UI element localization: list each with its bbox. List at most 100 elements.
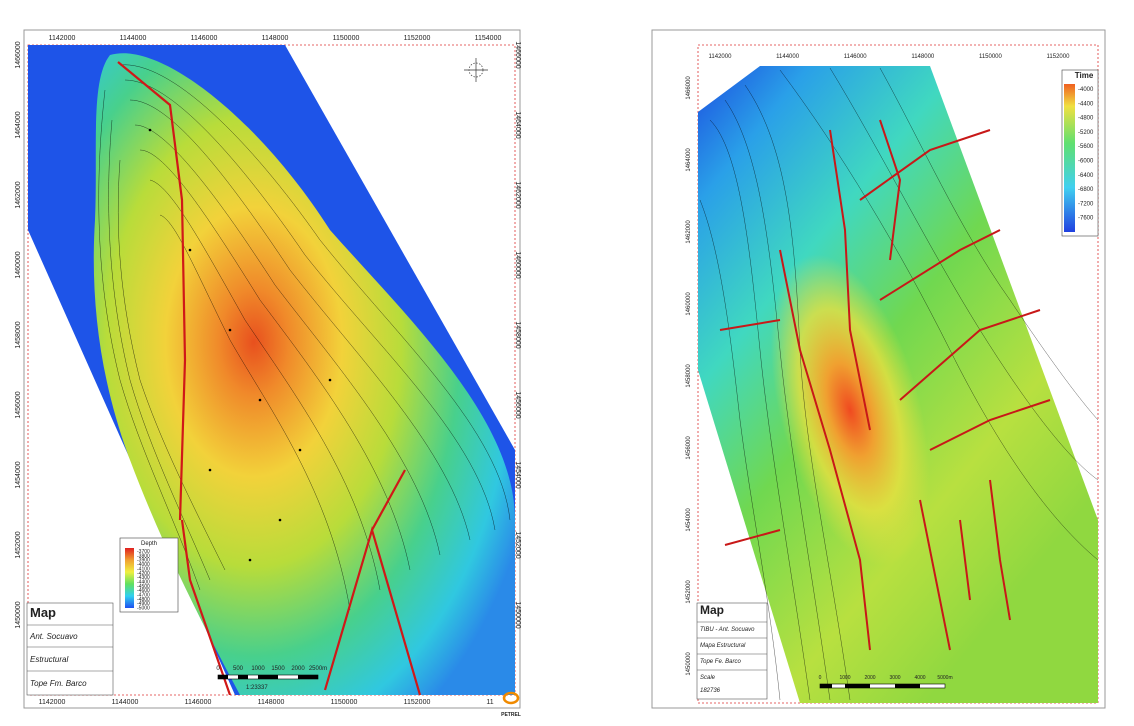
legend-label: -7600 [1078, 216, 1094, 222]
scale-label: 1500 [271, 666, 285, 672]
title-block-text: Mapa Estructural [700, 643, 746, 649]
scale-label: 500 [233, 666, 244, 672]
y-tick-label: 1460000 [686, 292, 692, 316]
title-block [26, 602, 114, 696]
x-tick-label: 1152000 [404, 35, 431, 42]
x-tick-label: 1142000 [49, 35, 76, 42]
x-tick-label: 1146000 [191, 35, 218, 42]
legend-label: -4800 [137, 597, 150, 603]
y-tick-label: 1450000 [15, 601, 22, 628]
contours [98, 64, 511, 611]
legend-label: -4000 [1078, 87, 1094, 93]
legend-label: -4600 [137, 588, 150, 594]
title-block-text: Ant. Socuavo [29, 632, 78, 641]
frame [651, 29, 1106, 709]
y-tick-label: 1458000 [686, 364, 692, 388]
title-block-text: TIBU - Ant. Socuavo [700, 627, 755, 633]
legend-label: -4200 [137, 571, 150, 577]
scale-label: 0 [216, 666, 220, 672]
scale-labels: 0 1000 2000 3000 4000 5000m [819, 675, 953, 681]
faults [719, 119, 1051, 651]
legend-label: -4700 [137, 593, 150, 599]
title-block-texts: Map Ant. Socuavo Estructural Tope Fm. Barco [29, 605, 87, 688]
legend-colorbar [1064, 84, 1075, 232]
scale-label: 1000 [839, 675, 850, 681]
title-block [696, 602, 768, 700]
scale-label: 3000 [889, 675, 900, 681]
x-tick-label: 1154000 [475, 35, 502, 42]
legend-label: -5600 [1078, 144, 1094, 150]
scale-labels: 0 500 1000 1500 2000 2500m [216, 666, 327, 672]
logo: PETREL [501, 712, 521, 718]
legend-label: -3900 [137, 558, 150, 564]
legend-label: -4400 [1078, 101, 1094, 107]
x-tick-label: 1142000 [709, 54, 733, 60]
legend-label: -3700 [137, 549, 150, 555]
legend-label: -4400 [137, 579, 150, 585]
x-axis-top: 1142000 1144000 1146000 1148000 1150000 11520… [709, 54, 1071, 60]
title-block-text: Map [30, 605, 56, 620]
legend-label: -4300 [137, 575, 150, 581]
logo-mark [502, 691, 520, 705]
x-tick-label: 1150000 [331, 699, 358, 706]
legend-colorbar [125, 548, 134, 608]
legend-labels: -4000 -4400 -4800 -5200 -5600 -6000 -6400 -6800… [1078, 87, 1094, 222]
scale-label: 5000m [937, 675, 952, 681]
y-tick-label: 1464000 [15, 111, 22, 138]
legend-title: Depth [141, 541, 157, 547]
high [770, 254, 930, 566]
right-map: 1142000 1144000 1146000 1148000 1150000 11520… [651, 29, 1106, 709]
y-tick-label: 1454000 [686, 508, 692, 532]
x-tick-label: 1150000 [979, 54, 1003, 60]
y-tick-label: 1462000 [15, 181, 22, 208]
y-tick-label: 1464000 [686, 148, 692, 172]
legend-label: -6800 [1078, 187, 1094, 193]
legend-label: -4800 [1078, 116, 1094, 122]
scale-bar [819, 683, 946, 689]
y-tick-label: 1466000 [686, 76, 692, 100]
y-tick-label: 1458000 [15, 321, 22, 348]
legend-label: -4100 [137, 566, 150, 572]
scale-label: 4000 [914, 675, 925, 681]
scale-label: 2500m [309, 666, 327, 672]
x-tick-label: 1148000 [262, 35, 289, 42]
title-block-texts: Map TIBU - Ant. Socuavo Mapa Estructural To… [700, 603, 755, 694]
scale-label: 2000 [864, 675, 875, 681]
x-tick-label: 1144000 [120, 35, 147, 42]
scale-label: 1000 [251, 666, 265, 672]
y-axis-left: 1466000 1464000 1462000 1460000 1458000 14560… [686, 76, 692, 676]
wells [148, 128, 332, 562]
structure [93, 53, 515, 695]
y-tick-label: 1460000 [514, 251, 521, 278]
x-tick-label: 1146000 [844, 54, 868, 60]
title-block-text: Tope Fe. Barco [700, 659, 741, 665]
legend-label: -6400 [1078, 173, 1094, 179]
y-tick-label: 1452000 [15, 531, 22, 558]
y-tick-label: 1466000 [514, 41, 521, 68]
title-block-text: Scale [700, 675, 716, 681]
y-tick-label: 1452000 [686, 580, 692, 604]
y-axis-right: 1466000 1464000 1462000 1460000 1458000 14560… [514, 41, 521, 628]
scale-label: 0 [819, 675, 822, 681]
legend-label: -4500 [137, 584, 150, 590]
x-tick-label: 1144000 [112, 699, 139, 706]
x-tick-label: 1152000 [404, 699, 431, 706]
title-block-text: Map [700, 603, 724, 617]
legend-label: -5000 [137, 606, 150, 612]
title-block-text: 182736 [700, 688, 721, 694]
legend-label: -4000 [137, 562, 150, 568]
scale-bar [217, 674, 319, 680]
y-tick-label: 1460000 [15, 251, 22, 278]
y-tick-label: 1462000 [514, 181, 521, 208]
x-axis-bottom: 1142000 1144000 1146000 1148000 1150000 11520… [39, 699, 494, 706]
x-tick-label: 1150000 [333, 35, 360, 42]
faults [117, 61, 422, 695]
y-tick-label: 1458000 [514, 321, 521, 348]
y-tick-label: 1456000 [15, 391, 22, 418]
y-axis-left: 1466000 1464000 1462000 1460000 1458000 14560… [15, 41, 22, 628]
left-map: 1142000 1144000 1146000 1148000 1150000 11520… [15, 29, 521, 718]
y-tick-label: 1454000 [15, 461, 22, 488]
x-tick-label: 1148000 [911, 54, 935, 60]
y-tick-label: 1450000 [514, 601, 521, 628]
